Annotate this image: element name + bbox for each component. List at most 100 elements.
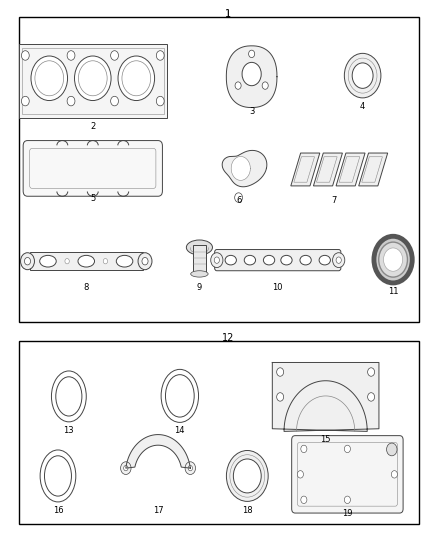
Bar xyxy=(317,157,337,182)
Bar xyxy=(193,245,206,274)
Circle shape xyxy=(21,51,29,60)
Circle shape xyxy=(374,236,412,283)
Circle shape xyxy=(242,62,261,86)
Circle shape xyxy=(367,393,374,401)
Circle shape xyxy=(344,496,350,504)
Ellipse shape xyxy=(45,456,71,496)
Circle shape xyxy=(233,459,261,493)
FancyBboxPatch shape xyxy=(215,249,341,271)
Circle shape xyxy=(111,51,118,60)
Polygon shape xyxy=(231,157,251,180)
Text: 12: 12 xyxy=(222,333,234,343)
Ellipse shape xyxy=(166,375,194,417)
Bar xyxy=(314,153,343,186)
Circle shape xyxy=(277,368,284,376)
Text: 2: 2 xyxy=(90,122,95,131)
Circle shape xyxy=(391,471,397,478)
Polygon shape xyxy=(126,434,190,468)
Circle shape xyxy=(74,56,111,101)
Circle shape xyxy=(185,462,195,474)
Bar xyxy=(294,157,314,182)
Text: 18: 18 xyxy=(242,506,253,515)
Text: 6: 6 xyxy=(236,196,241,205)
Text: 5: 5 xyxy=(90,195,95,204)
Circle shape xyxy=(301,496,307,504)
Circle shape xyxy=(25,257,31,265)
Polygon shape xyxy=(222,150,267,187)
FancyBboxPatch shape xyxy=(292,435,403,513)
Circle shape xyxy=(387,443,397,456)
Circle shape xyxy=(249,50,254,58)
Circle shape xyxy=(235,193,243,203)
Circle shape xyxy=(262,82,268,90)
Circle shape xyxy=(138,253,152,270)
Ellipse shape xyxy=(281,255,292,265)
Bar xyxy=(291,153,320,186)
Bar xyxy=(19,17,419,322)
FancyBboxPatch shape xyxy=(23,141,162,196)
Circle shape xyxy=(188,465,192,471)
Text: 17: 17 xyxy=(153,506,163,515)
Circle shape xyxy=(344,445,350,453)
Text: 10: 10 xyxy=(272,284,283,293)
Ellipse shape xyxy=(263,255,275,265)
Circle shape xyxy=(103,259,108,264)
Circle shape xyxy=(124,465,128,471)
Bar xyxy=(359,153,388,186)
Text: 1: 1 xyxy=(225,10,231,19)
Circle shape xyxy=(31,56,67,101)
Bar xyxy=(336,153,365,186)
Text: 8: 8 xyxy=(84,283,89,292)
Circle shape xyxy=(226,450,268,502)
Circle shape xyxy=(235,82,241,90)
Circle shape xyxy=(21,96,29,106)
Bar xyxy=(362,157,382,182)
Ellipse shape xyxy=(40,255,56,267)
Text: 13: 13 xyxy=(64,425,74,434)
Polygon shape xyxy=(272,362,379,431)
Bar xyxy=(19,341,419,523)
Circle shape xyxy=(332,253,345,268)
Bar xyxy=(339,157,360,182)
Text: 4: 4 xyxy=(360,102,365,111)
Circle shape xyxy=(67,96,75,106)
Circle shape xyxy=(156,51,164,60)
Circle shape xyxy=(67,51,75,60)
Circle shape xyxy=(65,259,69,264)
Circle shape xyxy=(21,253,35,270)
Ellipse shape xyxy=(186,240,212,255)
Ellipse shape xyxy=(56,377,82,416)
Text: 19: 19 xyxy=(342,510,353,518)
Ellipse shape xyxy=(191,271,208,277)
Ellipse shape xyxy=(116,255,133,267)
Circle shape xyxy=(211,253,223,268)
Circle shape xyxy=(277,393,284,401)
Ellipse shape xyxy=(225,255,237,265)
Polygon shape xyxy=(226,46,277,108)
Circle shape xyxy=(301,445,307,453)
Bar xyxy=(30,252,143,270)
Text: 16: 16 xyxy=(53,506,63,515)
Ellipse shape xyxy=(244,255,255,265)
Circle shape xyxy=(111,96,118,106)
Bar xyxy=(19,44,167,118)
Text: 15: 15 xyxy=(320,434,331,443)
Circle shape xyxy=(142,257,148,265)
Circle shape xyxy=(388,445,394,453)
Circle shape xyxy=(120,462,131,474)
Ellipse shape xyxy=(300,255,311,265)
Text: 3: 3 xyxy=(249,108,254,116)
Circle shape xyxy=(156,96,164,106)
Circle shape xyxy=(336,257,341,263)
Circle shape xyxy=(118,56,155,101)
Text: 7: 7 xyxy=(332,196,337,205)
Bar xyxy=(22,47,164,114)
Circle shape xyxy=(214,257,219,263)
Circle shape xyxy=(384,248,403,271)
Circle shape xyxy=(367,368,374,376)
Circle shape xyxy=(297,471,304,478)
Circle shape xyxy=(344,53,381,98)
Circle shape xyxy=(352,63,373,88)
Ellipse shape xyxy=(78,255,95,267)
Ellipse shape xyxy=(319,255,330,265)
